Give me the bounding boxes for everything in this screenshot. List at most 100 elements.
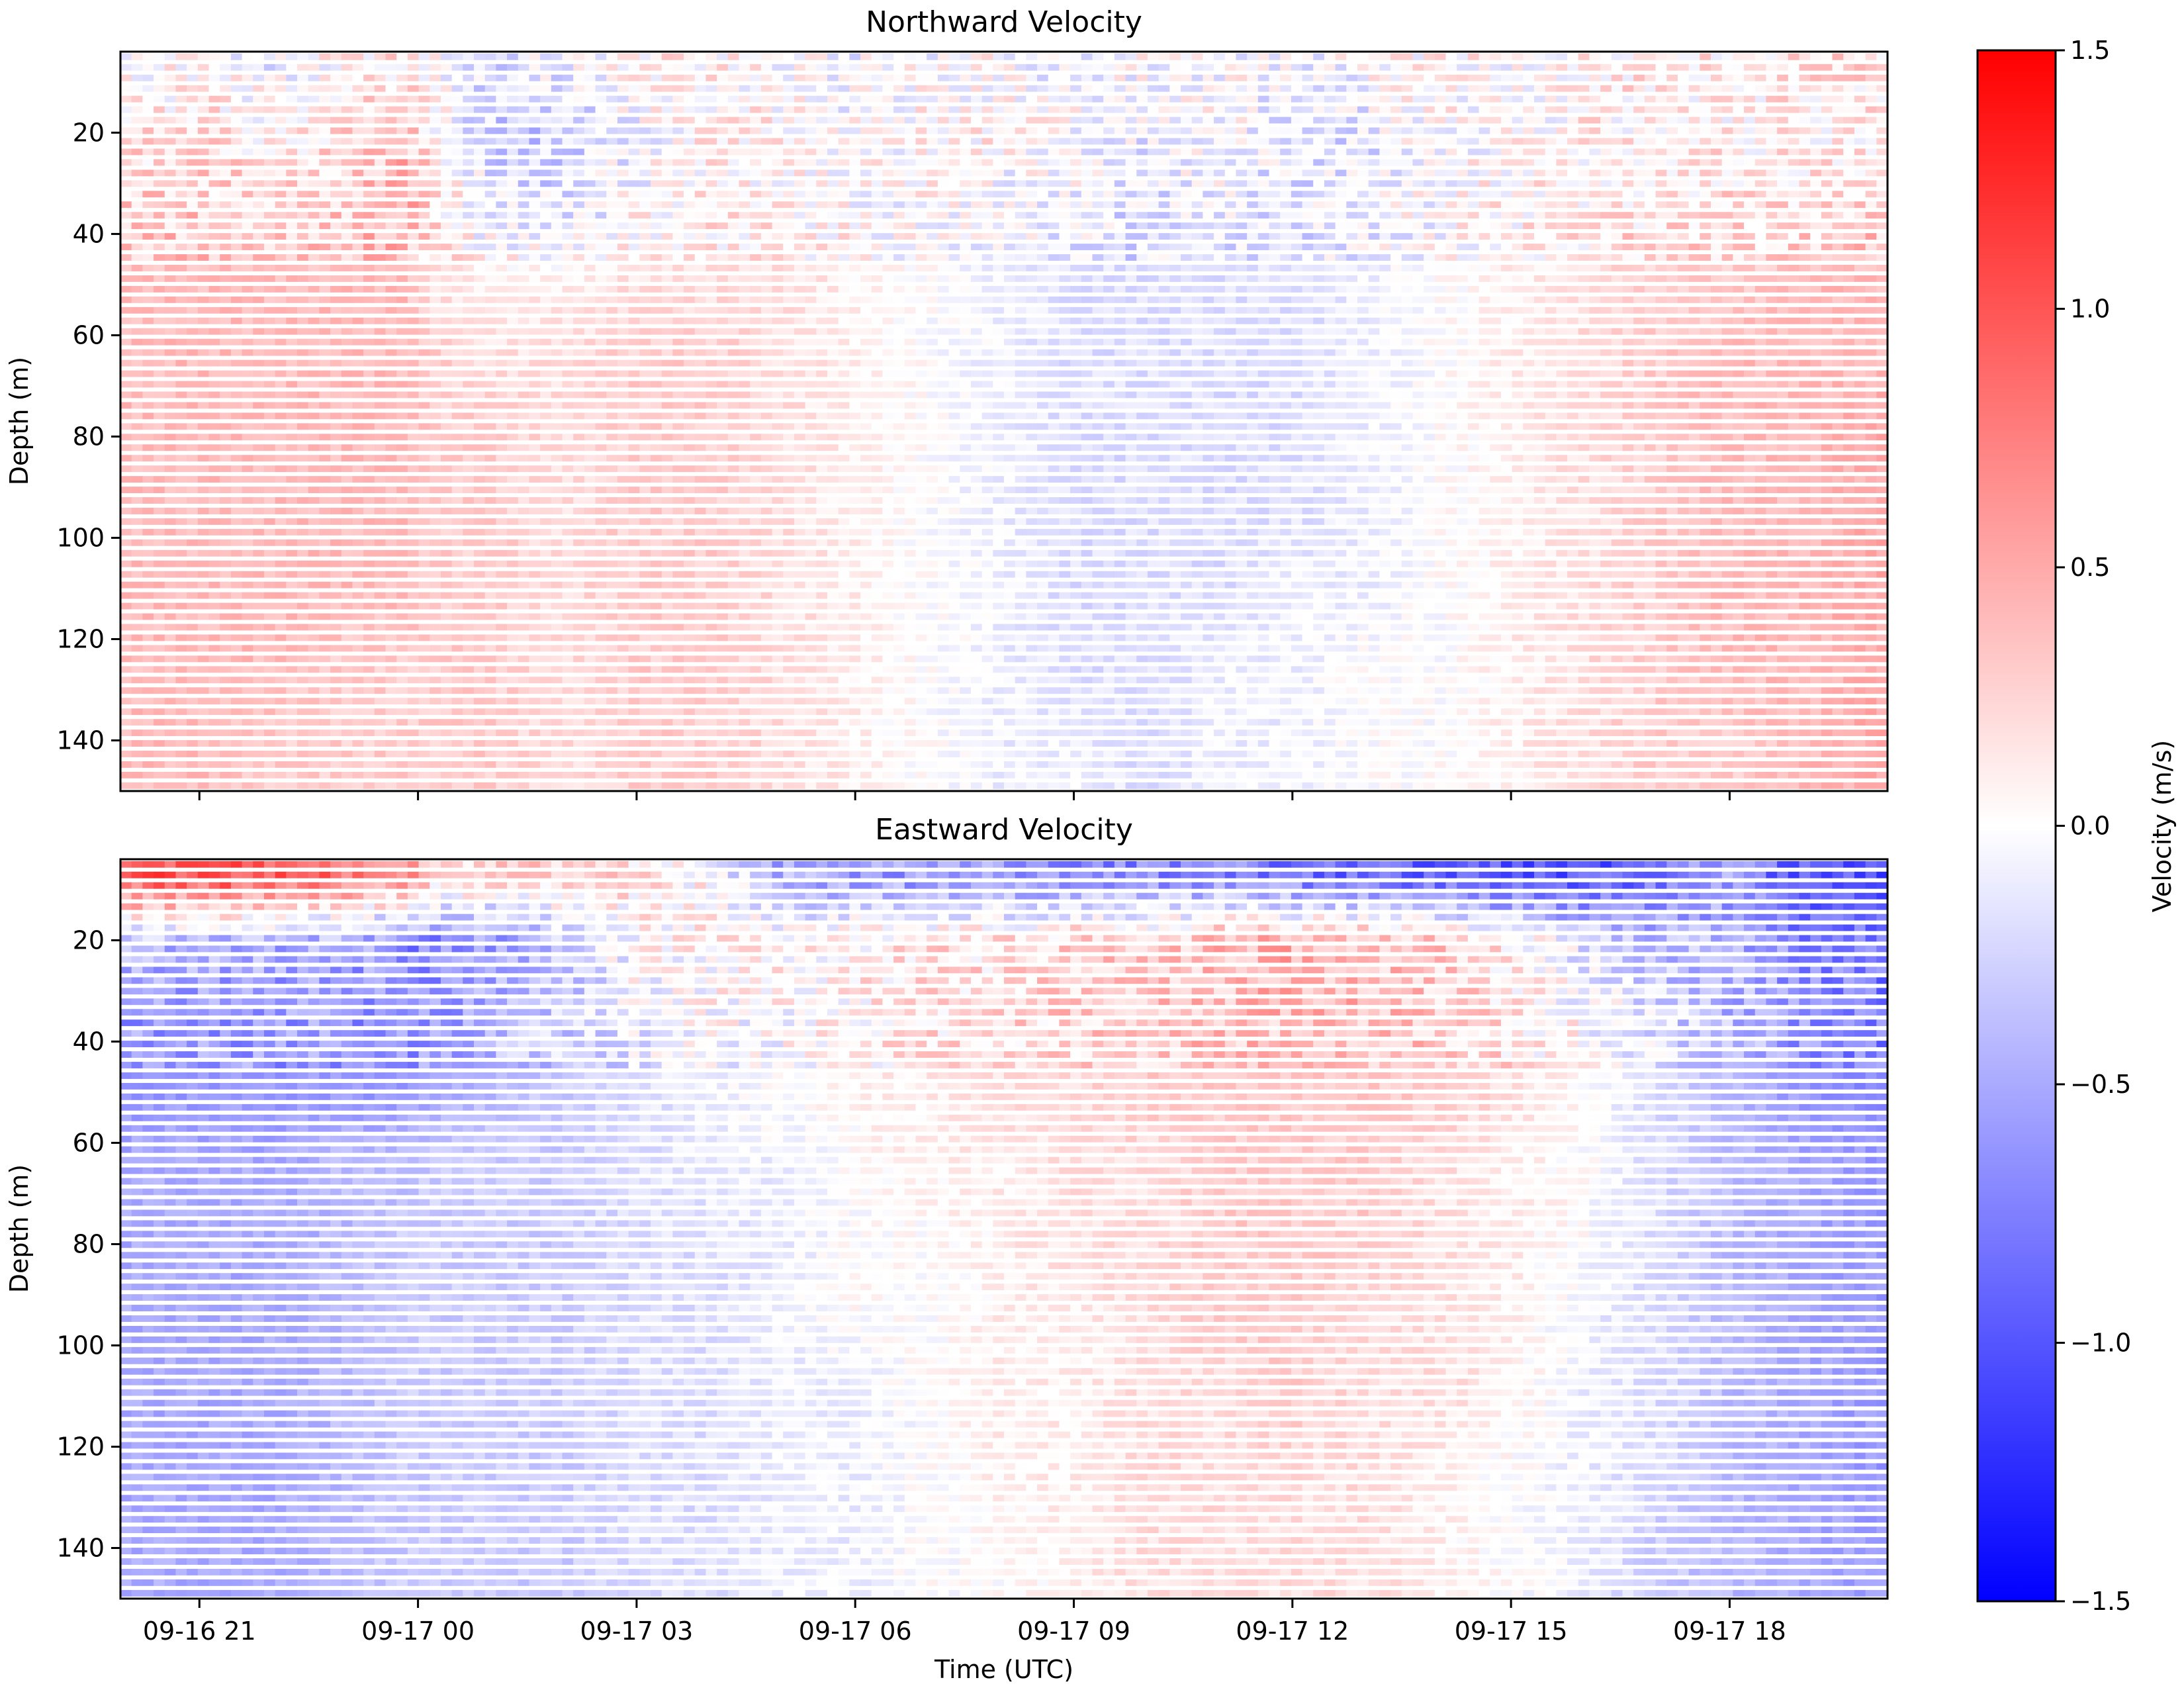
heatmap-cell [1070,265,1081,271]
heatmap-cell [1866,54,1877,60]
heatmap-cell [1633,107,1645,113]
heatmap-cell [386,360,397,367]
heatmap-cell [1302,138,1314,145]
heatmap-cell [1313,307,1324,314]
heatmap-cell [672,148,684,155]
heatmap-cell [1346,233,1357,240]
heatmap-cell [1346,350,1357,356]
heatmap-cell [629,107,640,113]
heatmap-cell [1833,212,1844,218]
heatmap-cell [1854,318,1866,324]
heatmap-cell [1093,350,1104,356]
heatmap-cell [982,169,993,176]
heatmap-cell [1269,371,1281,377]
heatmap-cell [1236,265,1247,271]
heatmap-cell [408,148,419,155]
heatmap-cell [1336,265,1347,271]
heatmap-cell [639,169,651,176]
heatmap-cell [761,222,772,229]
heatmap-cell [617,54,629,60]
heatmap-cell [639,339,651,346]
heatmap-cell [1181,318,1192,324]
heatmap-cell [849,128,860,134]
heatmap-cell [1369,148,1380,155]
heatmap-cell [1081,191,1093,197]
heatmap-cell [1633,307,1645,314]
heatmap-cell [938,339,949,346]
heatmap-cell [1645,307,1656,314]
heatmap-cell [1656,328,1667,335]
heatmap-cell [297,275,308,282]
heatmap-cell [1468,159,1479,165]
heatmap-cell [1015,148,1026,155]
heatmap-cell [165,307,176,314]
heatmap-cell [1269,64,1281,71]
heatmap-cell [1479,212,1490,218]
heatmap-cell [905,169,916,176]
heatmap-cell [1203,318,1214,324]
heatmap-cell [120,169,132,176]
heatmap-cell [441,54,452,60]
heatmap-cell [1578,328,1590,335]
heatmap-cell [1015,339,1026,346]
heatmap-cell [1490,222,1501,229]
heatmap-cell [573,318,584,324]
heatmap-cell [617,297,629,303]
heatmap-cell [419,350,430,356]
heatmap-cell [518,201,529,208]
heatmap-cell [860,159,872,165]
heatmap-cell [1015,201,1026,208]
heatmap-cell [1126,339,1137,346]
heatmap-cell [860,244,872,250]
heatmap-cell [1324,107,1336,113]
heatmap-cell [827,318,839,324]
heatmap-cell [1468,328,1479,335]
heatmap-cell [1545,350,1557,356]
heatmap-cell [540,360,551,367]
heatmap-cell [286,371,297,377]
heatmap-cell [1313,222,1324,229]
heatmap-cell [1435,297,1446,303]
heatmap-cell [1115,328,1126,335]
heatmap-cell [1192,233,1203,240]
heatmap-cell [142,222,154,229]
heatmap-cell [1777,148,1788,155]
heatmap-cell [1402,318,1413,324]
heatmap-cell [1656,307,1667,314]
heatmap-cell [573,275,584,282]
heatmap-cell [584,275,596,282]
heatmap-cell [651,360,662,367]
heatmap-cell [1854,222,1866,229]
heatmap-cell [1059,75,1070,81]
heatmap-cell [606,148,617,155]
heatmap-cell [617,318,629,324]
heatmap-cell [1788,222,1799,229]
heatmap-cell [1866,244,1877,250]
heatmap-cell [1623,297,1634,303]
heatmap-cell [1788,159,1799,165]
heatmap-cell [1678,297,1689,303]
heatmap-cell [750,233,761,240]
heatmap-cell [1689,297,1700,303]
heatmap-cell [1412,265,1424,271]
heatmap-cell [1181,169,1192,176]
heatmap-cell [1412,286,1424,293]
heatmap-cell [849,233,860,240]
heatmap-cell [1711,54,1722,60]
heatmap-cell [1446,297,1457,303]
heatmap-cell [1346,128,1357,134]
heatmap-cell [1866,222,1877,229]
heatmap-cell [750,350,761,356]
heatmap-cell [1004,138,1015,145]
heatmap-cell [993,360,1004,367]
heatmap-cell [1103,254,1115,261]
heatmap-cell [1412,244,1424,250]
heatmap-cell [1446,254,1457,261]
heatmap-cell [960,64,971,71]
heatmap-cell [1169,350,1181,356]
heatmap-cell [1136,128,1148,134]
heatmap-cell [154,244,165,250]
heatmap-cell [120,233,132,240]
heatmap-cell [893,254,905,261]
heatmap-cell [1369,138,1380,145]
